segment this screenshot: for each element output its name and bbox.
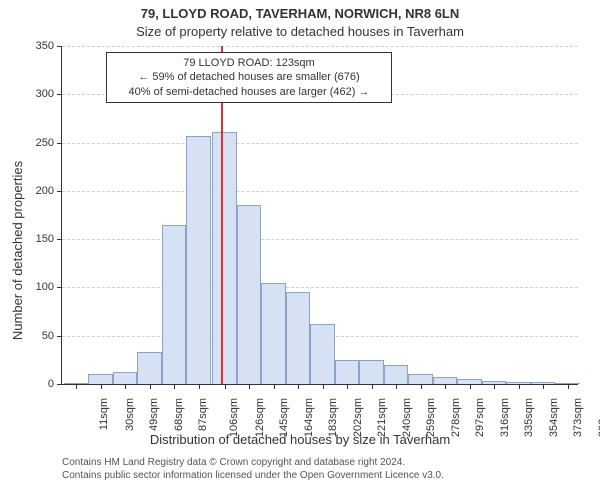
chart-title-text: 79, LLOYD ROAD, TAVERHAM, NORWICH, NR8 6…: [141, 6, 460, 21]
xtick-mark: [568, 384, 569, 389]
chart-container: 79, LLOYD ROAD, TAVERHAM, NORWICH, NR8 6…: [0, 0, 600, 500]
histogram-bar: [384, 365, 409, 384]
gridline: [62, 239, 578, 240]
xtick-mark: [125, 384, 126, 389]
footer: Contains HM Land Registry data © Crown c…: [0, 456, 600, 482]
xtick-mark: [543, 384, 544, 389]
annotation-line: 40% of semi-detached houses are larger (…: [113, 85, 385, 99]
xtick-mark: [347, 384, 348, 389]
x-axis-label-text: Distribution of detached houses by size …: [150, 432, 450, 447]
annotation-line: ← 59% of detached houses are smaller (67…: [113, 70, 385, 84]
footer-line-1: Contains HM Land Registry data © Crown c…: [62, 456, 600, 469]
xtick-mark: [421, 384, 422, 389]
xtick-mark: [445, 384, 446, 389]
xtick-mark: [225, 384, 226, 389]
ytick-label: 50: [42, 330, 54, 342]
xtick-mark: [470, 384, 471, 389]
footer-line-2: Contains public sector information licen…: [62, 469, 600, 482]
gridline: [62, 191, 578, 192]
ytick-label: 300: [36, 88, 54, 100]
y-axis-label-text: Number of detached properties: [11, 160, 26, 339]
ytick-label: 350: [36, 40, 54, 52]
histogram-bar: [408, 374, 433, 384]
xtick-mark: [249, 384, 250, 389]
xtick-label: 87sqm: [197, 398, 209, 431]
xtick-mark: [150, 384, 151, 389]
xtick-label: 11sqm: [98, 398, 110, 430]
gridline: [62, 287, 578, 288]
ytick-mark: [57, 239, 62, 240]
histogram-bar: [212, 132, 237, 384]
xtick-mark: [298, 384, 299, 389]
y-axis-label: Number of detached properties: [8, 0, 28, 500]
histogram-bar: [113, 372, 138, 384]
histogram-bar: [261, 283, 286, 384]
xtick-mark: [76, 384, 77, 389]
chart-subtitle-text: Size of property relative to detached ho…: [136, 24, 464, 39]
histogram-bar: [137, 352, 162, 384]
xtick-mark: [372, 384, 373, 389]
histogram-bar: [88, 374, 113, 384]
ytick-label: 100: [36, 281, 54, 293]
ytick-mark: [57, 384, 62, 385]
xtick-label: 68sqm: [173, 398, 185, 431]
y-axis-line: [61, 46, 62, 384]
x-axis-label: Distribution of detached houses by size …: [0, 432, 600, 447]
histogram-bar: [286, 292, 311, 384]
chart-subtitle: Size of property relative to detached ho…: [0, 24, 600, 39]
xtick-mark: [494, 384, 495, 389]
ytick-mark: [57, 287, 62, 288]
x-axis-line: [62, 384, 578, 385]
xtick-mark: [199, 384, 200, 389]
xtick-mark: [396, 384, 397, 389]
ytick-label: 150: [36, 233, 54, 245]
histogram-bar: [335, 360, 360, 384]
histogram-bar: [237, 205, 262, 384]
xtick-label: 49sqm: [148, 398, 160, 431]
ytick-mark: [57, 336, 62, 337]
xtick-mark: [174, 384, 175, 389]
histogram-bar: [433, 377, 458, 384]
histogram-bar: [310, 324, 335, 384]
gridline: [62, 46, 578, 47]
plot-area: 05010015020025030035011sqm30sqm49sqm68sq…: [62, 46, 578, 384]
ytick-mark: [57, 191, 62, 192]
ytick-label: 200: [36, 185, 54, 197]
ytick-label: 0: [48, 378, 54, 390]
annotation-line: 79 LLOYD ROAD: 123sqm: [113, 56, 385, 70]
ytick-mark: [57, 94, 62, 95]
xtick-mark: [323, 384, 324, 389]
histogram-bar: [162, 225, 187, 384]
ytick-label: 250: [36, 137, 54, 149]
chart-title: 79, LLOYD ROAD, TAVERHAM, NORWICH, NR8 6…: [0, 6, 600, 21]
annotation-box: 79 LLOYD ROAD: 123sqm← 59% of detached h…: [106, 52, 392, 103]
xtick-mark: [101, 384, 102, 389]
xtick-label: 30sqm: [124, 398, 136, 431]
gridline: [62, 143, 578, 144]
ytick-mark: [57, 143, 62, 144]
ytick-mark: [57, 46, 62, 47]
histogram-bar: [186, 136, 211, 384]
histogram-bar: [359, 360, 384, 384]
xtick-mark: [274, 384, 275, 389]
xtick-mark: [519, 384, 520, 389]
